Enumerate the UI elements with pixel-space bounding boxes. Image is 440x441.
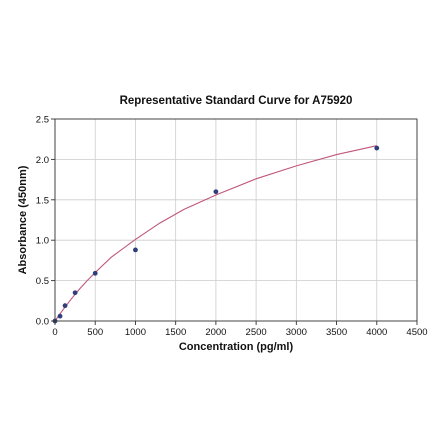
data-point	[62, 303, 68, 309]
y-tick-label: 0.5	[36, 276, 49, 287]
x-tick-label: 3500	[326, 327, 347, 338]
y-tick-label: 0.0	[36, 317, 49, 328]
x-tick-label: 3000	[286, 327, 307, 338]
y-tick-label: 2.5	[36, 115, 49, 126]
data-point	[72, 290, 78, 296]
data-series	[52, 145, 380, 324]
chart-title: Representative Standard Curve for A75920	[120, 95, 353, 107]
axis-ticks: 0 500 1000 1500 2000 2500 3000 3500 4000 4500 0.0 0…	[36, 115, 428, 339]
y-tick-label: 1.0	[36, 236, 49, 247]
plot-frame	[54, 118, 418, 322]
y-tick-label: 1.5	[36, 195, 49, 206]
x-tick-label: 500	[87, 327, 103, 338]
data-point	[92, 270, 98, 276]
x-tick-label: 1000	[125, 327, 146, 338]
y-tick-label: 2.0	[36, 155, 49, 166]
y-axis-label: Absorbance (450nm)	[17, 165, 29, 274]
x-tick-label: 2500	[246, 327, 267, 338]
x-tick-label: 2000	[205, 327, 226, 338]
data-point	[57, 313, 63, 319]
x-tick-label: 4000	[366, 327, 387, 338]
x-axis-label: Concentration (pg/ml)	[179, 341, 294, 353]
x-tick-label: 4500	[406, 327, 427, 338]
x-tick-label: 0	[52, 327, 57, 338]
data-point	[133, 247, 138, 253]
data-point	[213, 189, 219, 195]
x-tick-label: 1500	[165, 327, 186, 338]
data-point	[374, 145, 380, 151]
